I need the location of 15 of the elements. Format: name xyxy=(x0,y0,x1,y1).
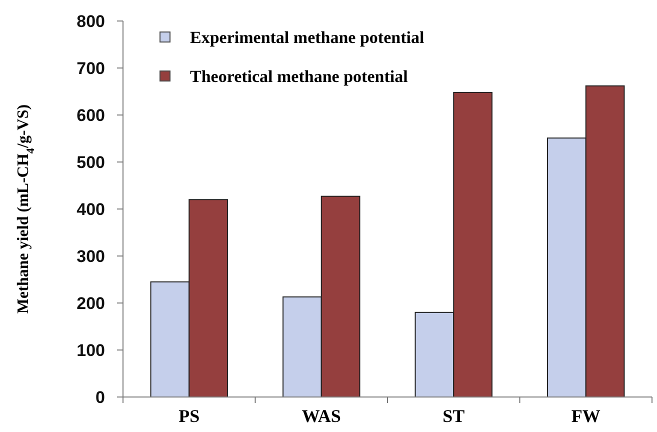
legend-label: Experimental methane potential xyxy=(190,28,424,47)
y-tick-label: 600 xyxy=(76,106,105,125)
x-tick-label: ST xyxy=(442,406,465,426)
x-tick-label: FW xyxy=(571,406,600,426)
y-tick-label: 200 xyxy=(76,294,105,313)
y-tick-label: 300 xyxy=(76,246,105,266)
y-tick-label: 0 xyxy=(96,388,105,407)
x-tick-label: WAS xyxy=(302,406,341,426)
y-tick-label: 800 xyxy=(76,12,105,31)
y-tick-label: 400 xyxy=(76,200,105,219)
y-tick-label: 100 xyxy=(76,340,105,360)
y-tick-label: 500 xyxy=(76,152,105,172)
legend-label: Theoretical methane potential xyxy=(190,66,408,86)
x-tick-label: PS xyxy=(178,406,200,426)
y-tick-label: 700 xyxy=(76,58,105,78)
